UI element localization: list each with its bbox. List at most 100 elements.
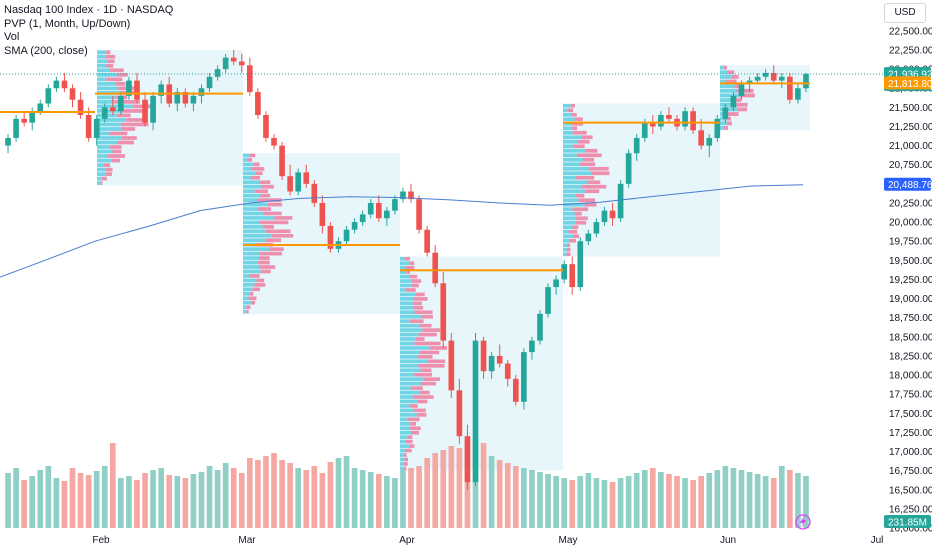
candle — [61, 72, 68, 93]
profile-down-row — [588, 166, 609, 171]
profile-up-row — [400, 337, 416, 341]
profile-down-row — [574, 117, 583, 122]
y-tick-label: 18,750.00 — [889, 313, 932, 324]
volume-bar — [714, 470, 721, 528]
profile-up-row — [243, 274, 249, 278]
lightning-icon — [795, 514, 811, 530]
profile-up-row — [720, 126, 724, 130]
volume-bar — [295, 468, 302, 528]
candle-body — [504, 363, 511, 379]
candle — [118, 92, 124, 116]
profile-up-row — [720, 121, 727, 126]
profile-down-row — [572, 121, 584, 126]
candle — [359, 210, 366, 226]
x-tick-label: May — [559, 535, 578, 546]
profile-down-row — [403, 462, 408, 466]
profile-down-row — [574, 144, 585, 149]
profile-down-row — [253, 162, 260, 167]
volume-bar — [109, 443, 116, 528]
candle — [561, 260, 567, 284]
candle-body — [37, 103, 44, 112]
profile-up-row — [243, 229, 266, 234]
profile-down-row — [120, 109, 148, 113]
profile-up-row — [400, 435, 408, 440]
volume-bar — [214, 470, 221, 528]
candle — [504, 359, 511, 387]
candle — [327, 222, 334, 253]
profile-down-row — [255, 171, 263, 176]
candle-body — [190, 95, 197, 104]
y-tick-label: 18,000.00 — [889, 371, 932, 382]
profile-down-row — [116, 113, 131, 118]
pvp-indicator-label[interactable]: PVP (1, Month, Up/Down) — [4, 17, 131, 30]
profile-down-row — [259, 265, 276, 269]
candle-body — [198, 88, 205, 96]
profile-down-row — [576, 153, 602, 158]
candle — [730, 92, 737, 112]
profile-down-row — [567, 108, 574, 113]
profile-up-row — [400, 314, 422, 319]
candle-body — [21, 118, 27, 123]
candle — [351, 218, 358, 234]
profile-down-row — [256, 278, 265, 283]
profile-up-row — [400, 386, 411, 390]
candle — [698, 118, 705, 150]
y-tick-label: 19,250.00 — [889, 275, 932, 286]
profile-up-row — [400, 457, 405, 462]
profile-down-row — [106, 63, 114, 68]
profile-down-row — [418, 332, 437, 337]
profile-down-row — [723, 65, 727, 70]
volume-badge-text: 231.85M — [888, 518, 927, 529]
candle-body — [424, 229, 430, 253]
profile-up-row — [243, 216, 275, 220]
candle — [577, 237, 584, 291]
candle-body — [174, 92, 181, 104]
profile-down-row — [726, 121, 732, 126]
volume-bar — [126, 476, 132, 528]
volume-bar — [174, 476, 181, 528]
volume-bar — [327, 462, 334, 528]
volume-bar — [698, 476, 705, 528]
volume-bar — [359, 470, 366, 528]
profile-down-row — [105, 50, 111, 55]
profile-up-row — [563, 157, 583, 162]
symbol-title[interactable]: Nasdaq 100 Index · 1D · NASDAQ — [4, 4, 174, 16]
volume-bar — [521, 468, 527, 528]
profile-down-row — [258, 207, 272, 211]
currency-selector[interactable]: USD — [884, 3, 926, 23]
profile-up-row — [563, 117, 575, 122]
candle — [625, 149, 632, 188]
profile-up-row — [563, 171, 592, 176]
candle-body — [464, 436, 471, 483]
candle-body — [5, 137, 11, 146]
profile-up-row — [400, 279, 412, 283]
y-tick-label: 20,250.00 — [889, 198, 932, 209]
y-tick-label: 22,250.00 — [889, 46, 932, 57]
profile-up-row — [243, 193, 261, 198]
volume-bar — [561, 478, 567, 528]
profile-down-row — [409, 319, 424, 324]
volume-indicator-label[interactable]: Vol — [4, 31, 20, 43]
volume-bar — [279, 460, 285, 528]
volume-bar — [69, 468, 76, 528]
sma-indicator-label[interactable]: SMA (200, close) — [4, 44, 88, 57]
y-tick-label: 20,750.00 — [889, 160, 932, 171]
volume-bar — [593, 478, 600, 528]
profile-down-row — [121, 136, 137, 140]
profile-up-row — [400, 395, 413, 399]
profile-down-row — [261, 184, 274, 189]
volume-bar — [674, 476, 680, 528]
candle-body — [754, 76, 761, 81]
volume-bar — [53, 478, 60, 528]
candle-body — [158, 84, 164, 96]
volume-bar — [641, 470, 648, 528]
candle-body — [448, 340, 455, 391]
candle-body — [521, 352, 527, 402]
profile-down-row — [581, 135, 593, 140]
profile-down-row — [259, 220, 289, 225]
volume-bar — [706, 473, 713, 528]
volume-bar — [408, 468, 414, 528]
candle-body — [271, 137, 277, 146]
profile-up-row — [400, 288, 406, 292]
